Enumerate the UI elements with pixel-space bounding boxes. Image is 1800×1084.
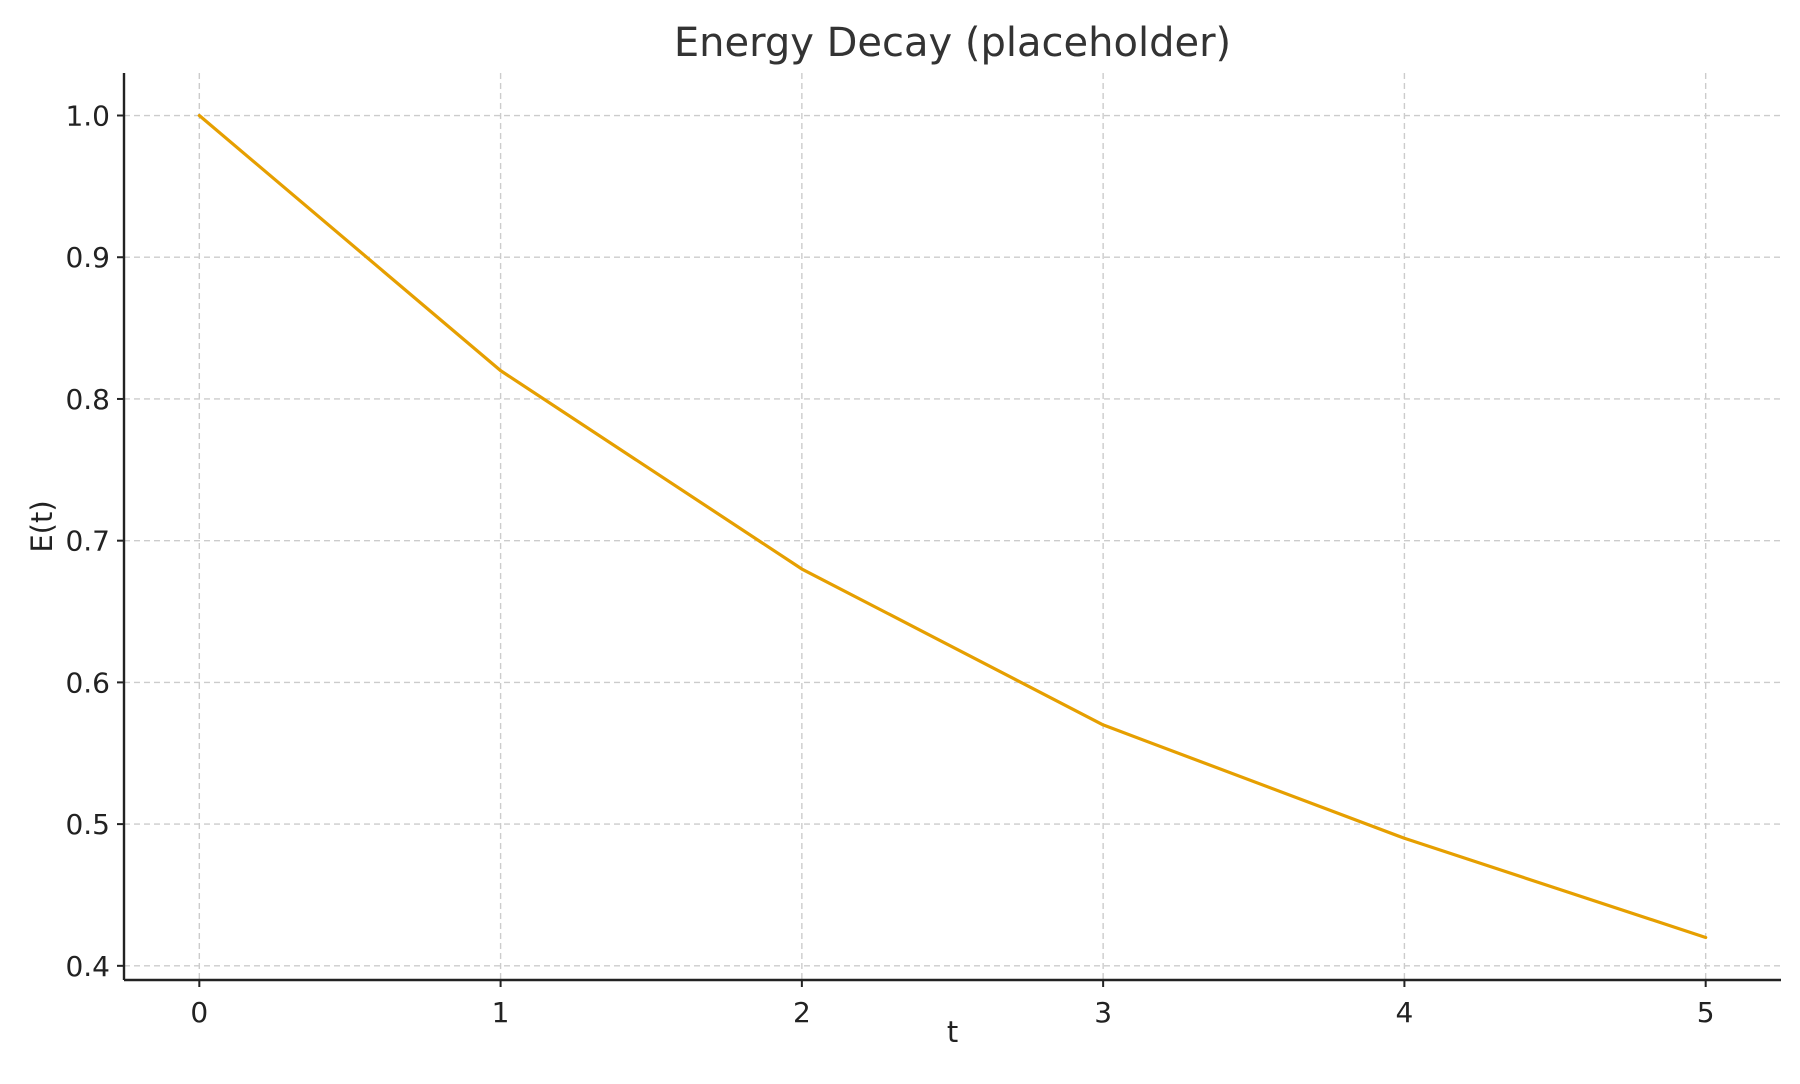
- y-tick-label-4: 0.8: [65, 383, 110, 416]
- y-axis-title: E(t): [25, 500, 59, 552]
- series-line-0: [197, 113, 1708, 940]
- y-tick-label-2: 0.6: [65, 666, 110, 699]
- chart-title: Energy Decay (placeholder): [674, 20, 1231, 66]
- axes: [122, 73, 1781, 982]
- y-tick-label-6: 1.0: [65, 100, 110, 133]
- x-tick-label-1: 1: [492, 996, 510, 1029]
- x-tick-label-2: 2: [793, 996, 811, 1029]
- x-axis-title: t: [947, 1015, 958, 1049]
- ticks: 0 1 2 3 4 5 0.4 0.5 0.6 0.7 0.8 0.9 1.0: [65, 100, 1714, 1029]
- series-layer: [197, 113, 1708, 940]
- x-tick-label-3: 3: [1094, 996, 1112, 1029]
- x-tick-label-4: 4: [1395, 996, 1413, 1029]
- y-tick-label-1: 0.5: [65, 808, 110, 841]
- grid: [124, 73, 1781, 980]
- y-tick-label-5: 0.9: [65, 241, 110, 274]
- x-tick-label-0: 0: [190, 996, 208, 1029]
- x-tick-label-5: 5: [1697, 996, 1715, 1029]
- y-tick-label-0: 0.4: [65, 950, 110, 983]
- y-tick-label-3: 0.7: [65, 525, 110, 558]
